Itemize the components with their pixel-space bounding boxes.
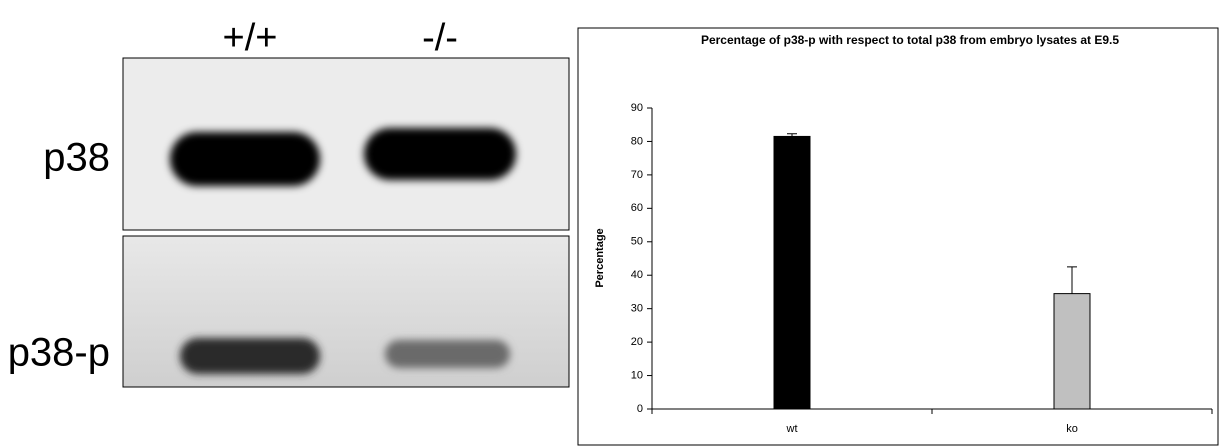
chart-frame [578,28,1218,445]
y-tick-label: 20 [631,336,643,348]
y-tick-label: 0 [637,403,643,415]
y-tick-label: 70 [631,169,643,181]
lane-label: +/+ [223,17,278,59]
blot-band [170,132,320,186]
blot-band [180,338,320,374]
blot-band [364,128,516,180]
x-tick-label: wt [786,423,798,435]
page: +/+ -/- p38 p38-p Percentage 0 10 20 30 40 50… [0,0,1225,447]
y-tick-label: 40 [631,269,643,281]
y-tick-label: 80 [631,135,643,147]
chart-title: Percentage of p38-p with respect to tota… [640,32,1180,48]
x-tick-label: ko [1066,423,1078,435]
bar [1054,294,1090,409]
row-label: p38-p [8,331,110,375]
blot-band [385,340,510,368]
row-label: p38 [43,136,110,180]
y-tick-label: 10 [631,369,643,381]
y-axis-label: Percentage [594,228,606,287]
lane-label: -/- [422,17,458,59]
y-tick-label: 30 [631,303,643,315]
y-tick-label: 90 [631,102,643,114]
y-tick-label: 60 [631,202,643,214]
figure: +/+ -/- p38 p38-p Percentage 0 10 20 30 40 50… [0,0,1225,447]
y-tick-label: 50 [631,236,643,248]
bar [774,136,810,409]
